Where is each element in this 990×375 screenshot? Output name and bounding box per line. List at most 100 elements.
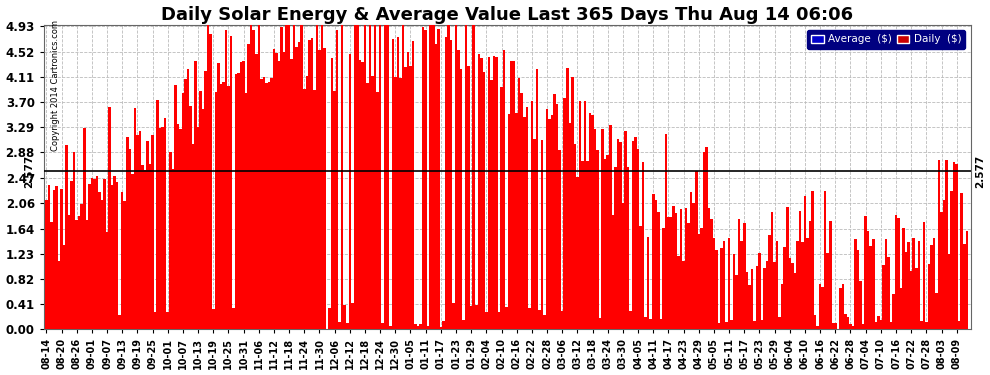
Bar bbox=[129, 149, 131, 329]
Bar bbox=[796, 241, 799, 329]
Bar bbox=[498, 312, 500, 329]
Bar bbox=[819, 284, 822, 329]
Bar bbox=[824, 191, 827, 329]
Bar bbox=[318, 50, 321, 329]
Bar bbox=[748, 285, 750, 329]
Bar bbox=[511, 61, 513, 329]
Bar bbox=[475, 305, 477, 329]
Bar bbox=[791, 263, 794, 329]
Bar bbox=[854, 239, 856, 329]
Bar bbox=[425, 30, 427, 329]
Bar bbox=[336, 30, 339, 329]
Bar bbox=[245, 93, 248, 329]
Bar bbox=[116, 182, 119, 329]
Bar bbox=[114, 176, 116, 329]
Bar bbox=[353, 16, 356, 329]
Bar bbox=[920, 321, 923, 329]
Text: 2.577: 2.577 bbox=[975, 154, 985, 188]
Bar bbox=[46, 200, 48, 329]
Bar bbox=[723, 241, 726, 329]
Bar bbox=[561, 311, 563, 329]
Bar bbox=[240, 62, 243, 329]
Bar bbox=[108, 107, 111, 329]
Bar bbox=[199, 91, 202, 329]
Bar bbox=[817, 326, 819, 329]
Bar bbox=[368, 16, 371, 329]
Bar bbox=[745, 272, 748, 329]
Bar bbox=[518, 78, 521, 329]
Bar bbox=[472, 16, 475, 329]
Bar bbox=[963, 244, 965, 329]
Bar bbox=[55, 186, 57, 329]
Bar bbox=[303, 88, 306, 329]
Bar bbox=[579, 101, 581, 329]
Bar bbox=[334, 91, 336, 329]
Bar bbox=[536, 69, 539, 329]
Bar bbox=[698, 234, 700, 329]
Bar bbox=[849, 324, 851, 329]
Bar bbox=[164, 118, 166, 329]
Bar bbox=[568, 123, 571, 329]
Bar bbox=[192, 144, 194, 329]
Bar bbox=[505, 307, 508, 329]
Bar bbox=[283, 52, 285, 329]
Bar bbox=[840, 288, 842, 329]
Bar bbox=[462, 320, 465, 329]
Bar bbox=[346, 323, 348, 329]
Bar bbox=[414, 324, 417, 329]
Bar bbox=[194, 61, 197, 329]
Bar bbox=[589, 113, 591, 329]
Bar bbox=[566, 68, 568, 329]
Bar bbox=[508, 114, 511, 329]
Bar bbox=[278, 61, 280, 329]
Bar bbox=[710, 219, 713, 329]
Bar bbox=[758, 253, 760, 329]
Bar bbox=[885, 238, 887, 329]
Bar bbox=[624, 131, 627, 329]
Bar bbox=[384, 16, 386, 329]
Bar bbox=[882, 264, 885, 329]
Bar bbox=[654, 200, 657, 329]
Bar bbox=[437, 29, 440, 329]
Bar bbox=[139, 131, 142, 329]
Bar bbox=[541, 140, 544, 329]
Bar bbox=[933, 237, 936, 329]
Bar bbox=[721, 249, 723, 329]
Bar bbox=[235, 74, 238, 329]
Bar bbox=[640, 226, 642, 329]
Bar bbox=[371, 76, 374, 329]
Bar bbox=[632, 141, 635, 329]
Bar bbox=[947, 255, 950, 329]
Bar bbox=[545, 110, 548, 329]
Bar bbox=[573, 144, 576, 329]
Bar bbox=[664, 134, 667, 329]
Bar bbox=[862, 324, 864, 329]
Bar bbox=[612, 215, 614, 329]
Bar bbox=[329, 308, 331, 329]
Bar bbox=[731, 320, 733, 329]
Bar bbox=[285, 16, 288, 329]
Bar bbox=[243, 61, 245, 329]
Bar bbox=[176, 124, 179, 329]
Bar bbox=[260, 80, 262, 329]
Bar bbox=[313, 90, 316, 329]
Bar bbox=[412, 41, 414, 329]
Bar bbox=[280, 27, 283, 329]
Bar bbox=[490, 80, 493, 329]
Bar bbox=[768, 235, 771, 329]
Bar bbox=[356, 20, 358, 329]
Bar bbox=[267, 82, 270, 329]
Bar bbox=[627, 167, 630, 329]
Bar bbox=[874, 322, 877, 329]
Bar bbox=[869, 246, 872, 329]
Bar bbox=[594, 129, 596, 329]
Bar bbox=[965, 231, 968, 329]
Bar bbox=[363, 16, 366, 329]
Bar bbox=[905, 252, 908, 329]
Bar bbox=[381, 323, 384, 329]
Bar bbox=[703, 152, 705, 329]
Bar bbox=[252, 30, 255, 329]
Bar bbox=[452, 303, 454, 329]
Bar bbox=[91, 178, 93, 329]
Bar bbox=[856, 250, 859, 329]
